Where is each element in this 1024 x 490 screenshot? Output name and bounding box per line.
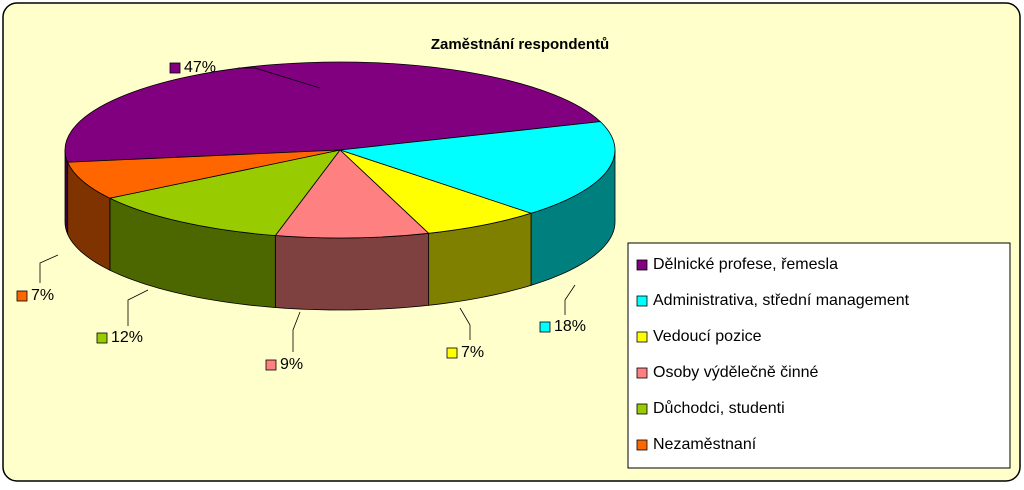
pie-slice <box>339 121 616 214</box>
legend-box <box>627 242 1011 469</box>
pie-slice <box>108 149 341 236</box>
legend-label: Administrativa, střední management <box>653 292 910 309</box>
leader-line <box>127 289 149 326</box>
label-swatch <box>16 290 28 302</box>
leader-line <box>39 254 59 283</box>
data-label: 9% <box>280 356 303 373</box>
pie-side <box>274 232 430 311</box>
pie-slice <box>339 149 533 234</box>
legend-label: Nezaměstnaní <box>653 436 757 453</box>
legend-swatch <box>636 403 648 415</box>
legend-label: Vedoucí pozice <box>653 328 762 345</box>
legend-label: Osoby výdělečně činné <box>653 364 819 381</box>
legend-swatch <box>636 367 648 379</box>
leader-line <box>564 284 576 315</box>
label-swatch <box>169 62 181 74</box>
label-swatch <box>539 321 551 333</box>
legend-label: Důchodci, studenti <box>653 399 785 417</box>
label-swatch <box>446 347 458 359</box>
legend-swatch <box>636 439 648 451</box>
pie-slice <box>64 61 602 163</box>
pie-slice <box>67 149 341 199</box>
legend-swatch <box>636 259 648 271</box>
pie-tops <box>64 61 616 239</box>
chart-title: Zaměstnání respondentů <box>431 36 609 53</box>
labels: 47% 18% 7% 9% 12% 7% Dělnické profese, řemesla… <box>16 59 910 453</box>
data-label: 7% <box>31 287 54 304</box>
data-label: 7% <box>461 344 484 361</box>
data-label: 18% <box>554 318 586 335</box>
legend-swatch <box>636 331 648 343</box>
leader-line <box>292 311 301 352</box>
data-label: 47% <box>184 59 216 76</box>
pie-slice <box>274 149 430 239</box>
leader-line <box>238 67 321 89</box>
label-swatch <box>265 359 277 371</box>
label-swatch <box>96 332 108 344</box>
data-label: 12% <box>111 329 143 346</box>
leader-line <box>459 307 471 340</box>
legend-label: Dělnické profese, řemesla <box>653 256 838 273</box>
legend-swatch <box>636 295 648 307</box>
pie-side <box>64 149 69 235</box>
